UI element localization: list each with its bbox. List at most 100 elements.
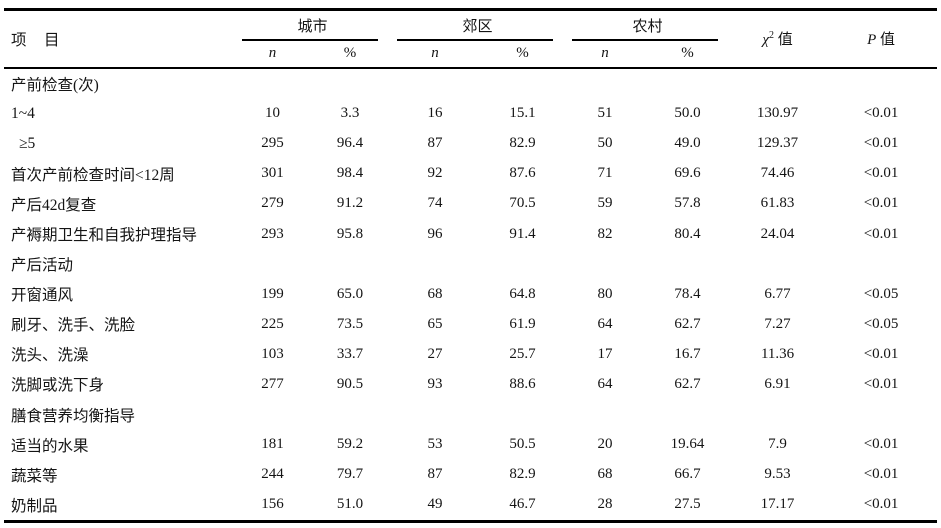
value-cell: 62.7	[674, 375, 701, 392]
value-cell: 68	[597, 466, 613, 483]
value-cell: 10	[265, 105, 280, 122]
value-cell: 156	[261, 496, 284, 513]
value-cell	[235, 68, 310, 99]
value-cell	[480, 400, 565, 430]
value-cell: 295	[261, 135, 284, 152]
value-cell: <0.01	[863, 466, 899, 483]
item-cell: 开窗通风	[11, 287, 74, 305]
value-cell: 51	[597, 105, 613, 122]
value-cell: 98.4	[336, 165, 364, 182]
value-cell: 80	[597, 285, 613, 302]
value-cell: 3.3	[340, 105, 360, 122]
value-cell: 129.37	[756, 135, 799, 152]
item-cell: 产褥期卫生和自我护理指导	[11, 227, 198, 245]
value-cell: 16.7	[674, 345, 701, 362]
value-cell: 87	[427, 135, 443, 152]
value-cell: 7.27	[764, 315, 791, 332]
table-row: 洗脚或洗下身 277 90.5 93 88.6 64 62.7 6.91 <0.01	[4, 369, 937, 399]
value-cell: 79.7	[336, 466, 364, 483]
value-cell: 65.0	[336, 285, 364, 302]
value-cell	[730, 249, 825, 279]
value-cell	[645, 249, 730, 279]
table-body: 产前检查(次) 1~4 10 3.3 16 15.1 51 50.0 130.97 <0.01 ≥5…	[4, 68, 937, 522]
subheader-city-percent: %	[310, 40, 391, 69]
value-cell: 87.6	[509, 165, 536, 182]
value-cell: 68	[427, 285, 443, 302]
value-cell: 59.2	[336, 436, 364, 453]
value-cell: 25.7	[509, 345, 536, 362]
p-symbol: P	[867, 32, 877, 49]
table-row: 产褥期卫生和自我护理指导 293 95.8 96 91.4 82 80.4 24.04 <0.0…	[4, 219, 937, 249]
value-cell: 59	[597, 195, 613, 212]
value-cell: 92	[427, 165, 443, 182]
value-cell: 50.5	[509, 436, 536, 453]
value-cell	[480, 249, 565, 279]
section-row: 产前检查(次)	[4, 68, 937, 99]
subheader-rural-percent: %	[645, 40, 731, 69]
item-cell: 产后活动	[11, 257, 74, 275]
table-row: 蔬菜等 244 79.7 87 82.9 68 66.7 9.53 <0.01	[4, 460, 937, 490]
value-cell: 27	[427, 345, 443, 362]
column-header-item: 项 目	[4, 9, 235, 69]
column-header-city: 城市	[235, 10, 390, 41]
value-cell: 225	[261, 315, 284, 332]
value-cell: 9.53	[764, 466, 791, 483]
value-cell: 49.0	[674, 135, 701, 152]
value-cell: 74.46	[760, 165, 795, 182]
value-cell: 28	[597, 496, 613, 513]
item-cell: 蔬菜等	[11, 467, 58, 485]
value-cell	[565, 249, 645, 279]
value-cell	[730, 400, 825, 430]
value-cell: 65	[427, 315, 443, 332]
value-cell: <0.01	[863, 345, 899, 362]
column-header-suburb: 郊区	[390, 10, 565, 41]
value-cell: 64	[597, 315, 613, 332]
value-cell: 96.4	[336, 135, 364, 152]
value-cell: 90.5	[336, 375, 364, 392]
value-cell: 66.7	[674, 466, 701, 483]
table-row: 刷牙、洗手、洗脸 225 73.5 65 61.9 64 62.7 7.27 <0.05	[4, 309, 937, 339]
column-header-p-value: P 值	[825, 9, 938, 69]
value-cell: 57.8	[674, 195, 701, 212]
value-cell: 82.9	[509, 466, 536, 483]
value-cell: <0.01	[863, 496, 899, 513]
value-cell: 61.83	[760, 195, 795, 212]
value-cell: 64.8	[509, 285, 536, 302]
value-cell: <0.01	[863, 225, 899, 242]
value-cell: <0.01	[863, 105, 899, 122]
value-cell: 16	[427, 105, 443, 122]
value-cell: 51.0	[336, 496, 364, 513]
chi-symbol: χ	[762, 32, 769, 49]
value-cell: 199	[261, 285, 284, 302]
header-row-groups: 项 目 城市 郊区 农村 χ2 值 P 值	[4, 9, 938, 69]
value-cell: 49	[427, 496, 443, 513]
value-cell: 91.2	[336, 195, 364, 212]
value-cell: 95.8	[336, 225, 364, 242]
value-cell: 61.9	[509, 315, 536, 332]
value-cell	[310, 68, 390, 99]
value-cell: 91.4	[509, 225, 536, 242]
table-row: 适当的水果 181 59.2 53 50.5 20 19.64 7.9 <0.01	[4, 430, 937, 460]
value-cell: 103	[261, 345, 284, 362]
item-cell: 刷牙、洗手、洗脸	[11, 317, 136, 335]
table-row: ≥5 295 96.4 87 82.9 50 49.0 129.37 <0.01	[4, 129, 937, 159]
value-cell: 62.7	[674, 315, 701, 332]
value-cell	[390, 68, 480, 99]
value-cell	[825, 249, 937, 279]
value-cell: 71	[597, 165, 613, 182]
section-row: 膳食营养均衡指导	[4, 400, 937, 430]
item-cell: 膳食营养均衡指导	[11, 407, 136, 425]
value-cell: <0.01	[863, 165, 899, 182]
value-cell: 7.9	[768, 436, 787, 453]
value-cell: 181	[261, 436, 284, 453]
table-header: 项 目 城市 郊区 农村 χ2 值 P 值 n % n % n %	[4, 9, 938, 69]
value-cell	[565, 400, 645, 430]
value-cell: 70.5	[509, 195, 536, 212]
chi-label: 值	[773, 32, 793, 49]
value-cell: <0.01	[863, 135, 899, 152]
value-cell	[390, 400, 480, 430]
value-cell: 277	[261, 375, 284, 392]
value-cell: 24.04	[760, 225, 795, 242]
value-cell: <0.01	[863, 436, 899, 453]
chi-superscript: 2	[768, 30, 774, 42]
